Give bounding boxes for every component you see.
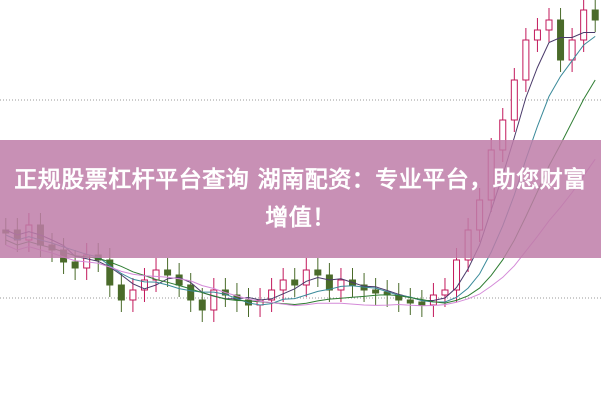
candle-body	[268, 289, 276, 301]
candle-body	[129, 289, 137, 301]
candle-body	[441, 289, 449, 296]
candle-body	[557, 19, 565, 61]
candle-body	[140, 279, 148, 291]
candle-body	[117, 284, 125, 301]
candle-body	[187, 284, 195, 301]
candle-body	[580, 9, 588, 41]
candle-body	[106, 259, 114, 286]
candle-body	[510, 79, 518, 121]
candle-body	[372, 289, 380, 294]
candle-body	[175, 274, 183, 286]
candle-body	[337, 279, 345, 291]
candle-body	[291, 279, 299, 286]
title-banner: 正规股票杠杆平台查询 湖南配资：专业平台，助您财富增值！	[0, 140, 601, 258]
candle-body	[302, 269, 310, 286]
candle-body	[71, 261, 79, 269]
candle-body	[198, 299, 206, 311]
moving-average-line	[5, 79, 596, 306]
candle-body	[279, 279, 287, 291]
moving-average-line	[5, 158, 596, 307]
candle-body	[533, 29, 541, 41]
candle-body	[591, 9, 599, 21]
candle-body	[406, 299, 414, 304]
candle-body	[545, 19, 553, 31]
candle-body	[418, 301, 426, 306]
article-title: 正规股票杠杆平台查询 湖南配资：专业平台，助您财富增值！	[14, 167, 587, 231]
candle-body	[453, 259, 461, 291]
candle-body	[325, 274, 333, 291]
candle-body	[314, 269, 322, 276]
candle-body	[522, 39, 530, 81]
candle-body	[568, 39, 576, 61]
candle-body	[210, 289, 218, 311]
candle-body	[164, 269, 172, 276]
